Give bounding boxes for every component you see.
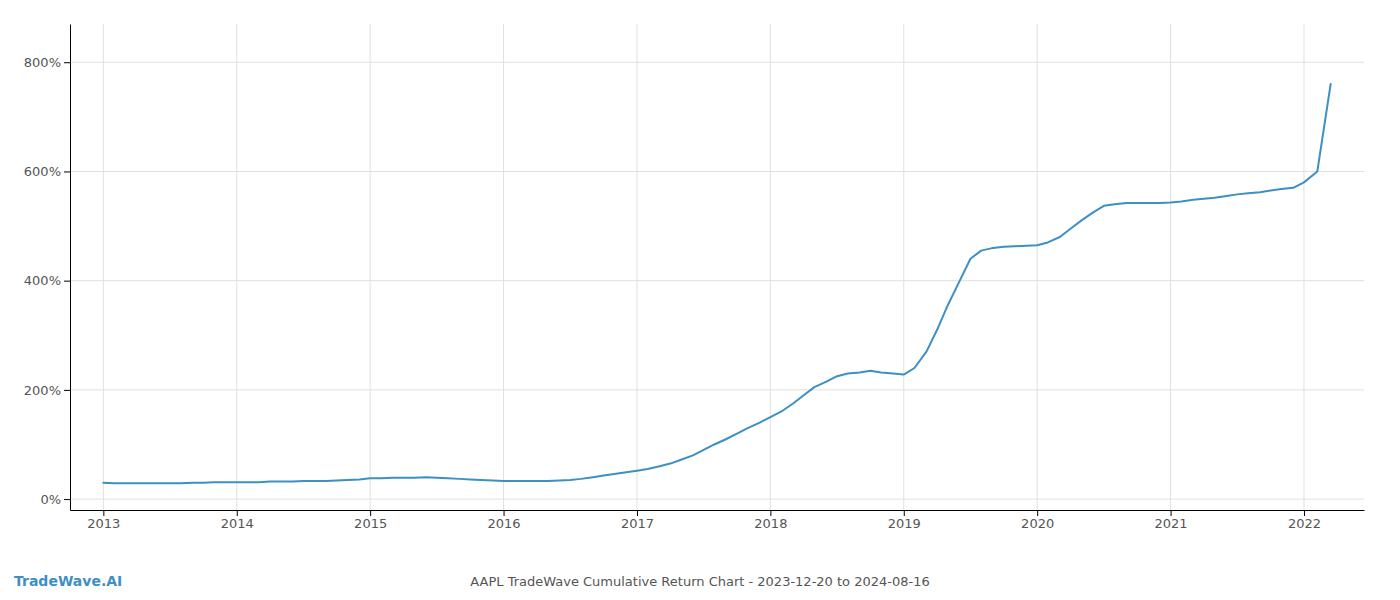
y-tick-mark bbox=[64, 390, 70, 391]
x-tick-label: 2013 bbox=[87, 516, 120, 531]
grid bbox=[70, 24, 1364, 510]
x-tick: 2017 bbox=[621, 510, 654, 531]
x-axis: 2013 2014 2015 2016 2017 2018 2019 2020 2021 2022 bbox=[71, 510, 1365, 531]
y-tick: 600% bbox=[24, 164, 70, 179]
grid-line-y bbox=[70, 499, 1364, 500]
x-tick: 2020 bbox=[1021, 510, 1054, 531]
x-tick-label: 2016 bbox=[488, 516, 521, 531]
y-axis: 0% 200% 400% 600% 800% bbox=[24, 25, 71, 511]
y-tick: 0% bbox=[40, 492, 70, 507]
x-tick-label: 2019 bbox=[888, 516, 921, 531]
grid-line-x bbox=[770, 24, 771, 510]
x-tick: 2022 bbox=[1288, 510, 1321, 531]
grid-line-x bbox=[503, 24, 504, 510]
x-tick-label: 2018 bbox=[754, 516, 787, 531]
y-tick: 200% bbox=[24, 383, 70, 398]
grid-line-x bbox=[1170, 24, 1171, 510]
x-axis-line bbox=[71, 510, 1365, 511]
x-tick: 2015 bbox=[354, 510, 387, 531]
x-tick-mark bbox=[370, 510, 371, 516]
marks bbox=[103, 84, 1330, 483]
x-tick-mark bbox=[770, 510, 771, 516]
grid-line-x bbox=[103, 24, 104, 510]
y-tick-mark bbox=[64, 281, 70, 282]
y-tick: 400% bbox=[24, 273, 70, 288]
grid-line-x bbox=[1037, 24, 1038, 510]
y-tick-label: 600% bbox=[24, 164, 61, 179]
y-tick: 800% bbox=[24, 55, 70, 70]
x-tick-mark bbox=[1171, 510, 1172, 516]
line bbox=[103, 84, 1330, 483]
title: AAPL TradeWave Cumulative Return Chart -… bbox=[470, 574, 929, 589]
chart: 2013 2014 2015 2016 2017 2018 2019 2020 2021 2022… bbox=[0, 0, 1400, 600]
y-tick-label: 800% bbox=[24, 55, 61, 70]
grid-line-y bbox=[70, 389, 1364, 390]
grid-line-y bbox=[70, 171, 1364, 172]
x-tick-label: 2015 bbox=[354, 516, 387, 531]
y-tick-label: 0% bbox=[40, 492, 61, 507]
x-tick-mark bbox=[237, 510, 238, 516]
grid-line-x bbox=[370, 24, 371, 510]
y-tick-mark bbox=[64, 499, 70, 500]
x-tick-mark bbox=[1037, 510, 1038, 516]
grid-line-y bbox=[70, 280, 1364, 281]
grid-line-x bbox=[636, 24, 637, 510]
x-tick: 2013 bbox=[87, 510, 120, 531]
x-tick-mark bbox=[637, 510, 638, 516]
x-tick-label: 2017 bbox=[621, 516, 654, 531]
x-tick-mark bbox=[1304, 510, 1305, 516]
x-tick-mark bbox=[904, 510, 905, 516]
x-tick-mark bbox=[504, 510, 505, 516]
grid-line-y bbox=[70, 62, 1364, 63]
y-tick-label: 200% bbox=[24, 383, 61, 398]
grid-line-x bbox=[903, 24, 904, 510]
watermark: TradeWave.AI bbox=[14, 573, 122, 589]
x-tick: 2018 bbox=[754, 510, 787, 531]
x-tick-mark bbox=[103, 510, 104, 516]
x-tick: 2019 bbox=[888, 510, 921, 531]
x-tick-label: 2022 bbox=[1288, 516, 1321, 531]
y-tick-mark bbox=[64, 62, 70, 63]
y-tick-label: 400% bbox=[24, 273, 61, 288]
grid-line-x bbox=[1303, 24, 1304, 510]
x-tick-label: 2014 bbox=[221, 516, 254, 531]
x-tick: 2021 bbox=[1155, 510, 1188, 531]
y-axis-line bbox=[70, 25, 71, 511]
grid-line-x bbox=[236, 24, 237, 510]
plot: 2013 2014 2015 2016 2017 2018 2019 2020 2021 2022… bbox=[24, 24, 1365, 531]
x-tick: 2014 bbox=[221, 510, 254, 531]
x-tick-label: 2020 bbox=[1021, 516, 1054, 531]
x-tick-label: 2021 bbox=[1155, 516, 1188, 531]
x-tick: 2016 bbox=[488, 510, 521, 531]
y-tick-mark bbox=[64, 171, 70, 172]
